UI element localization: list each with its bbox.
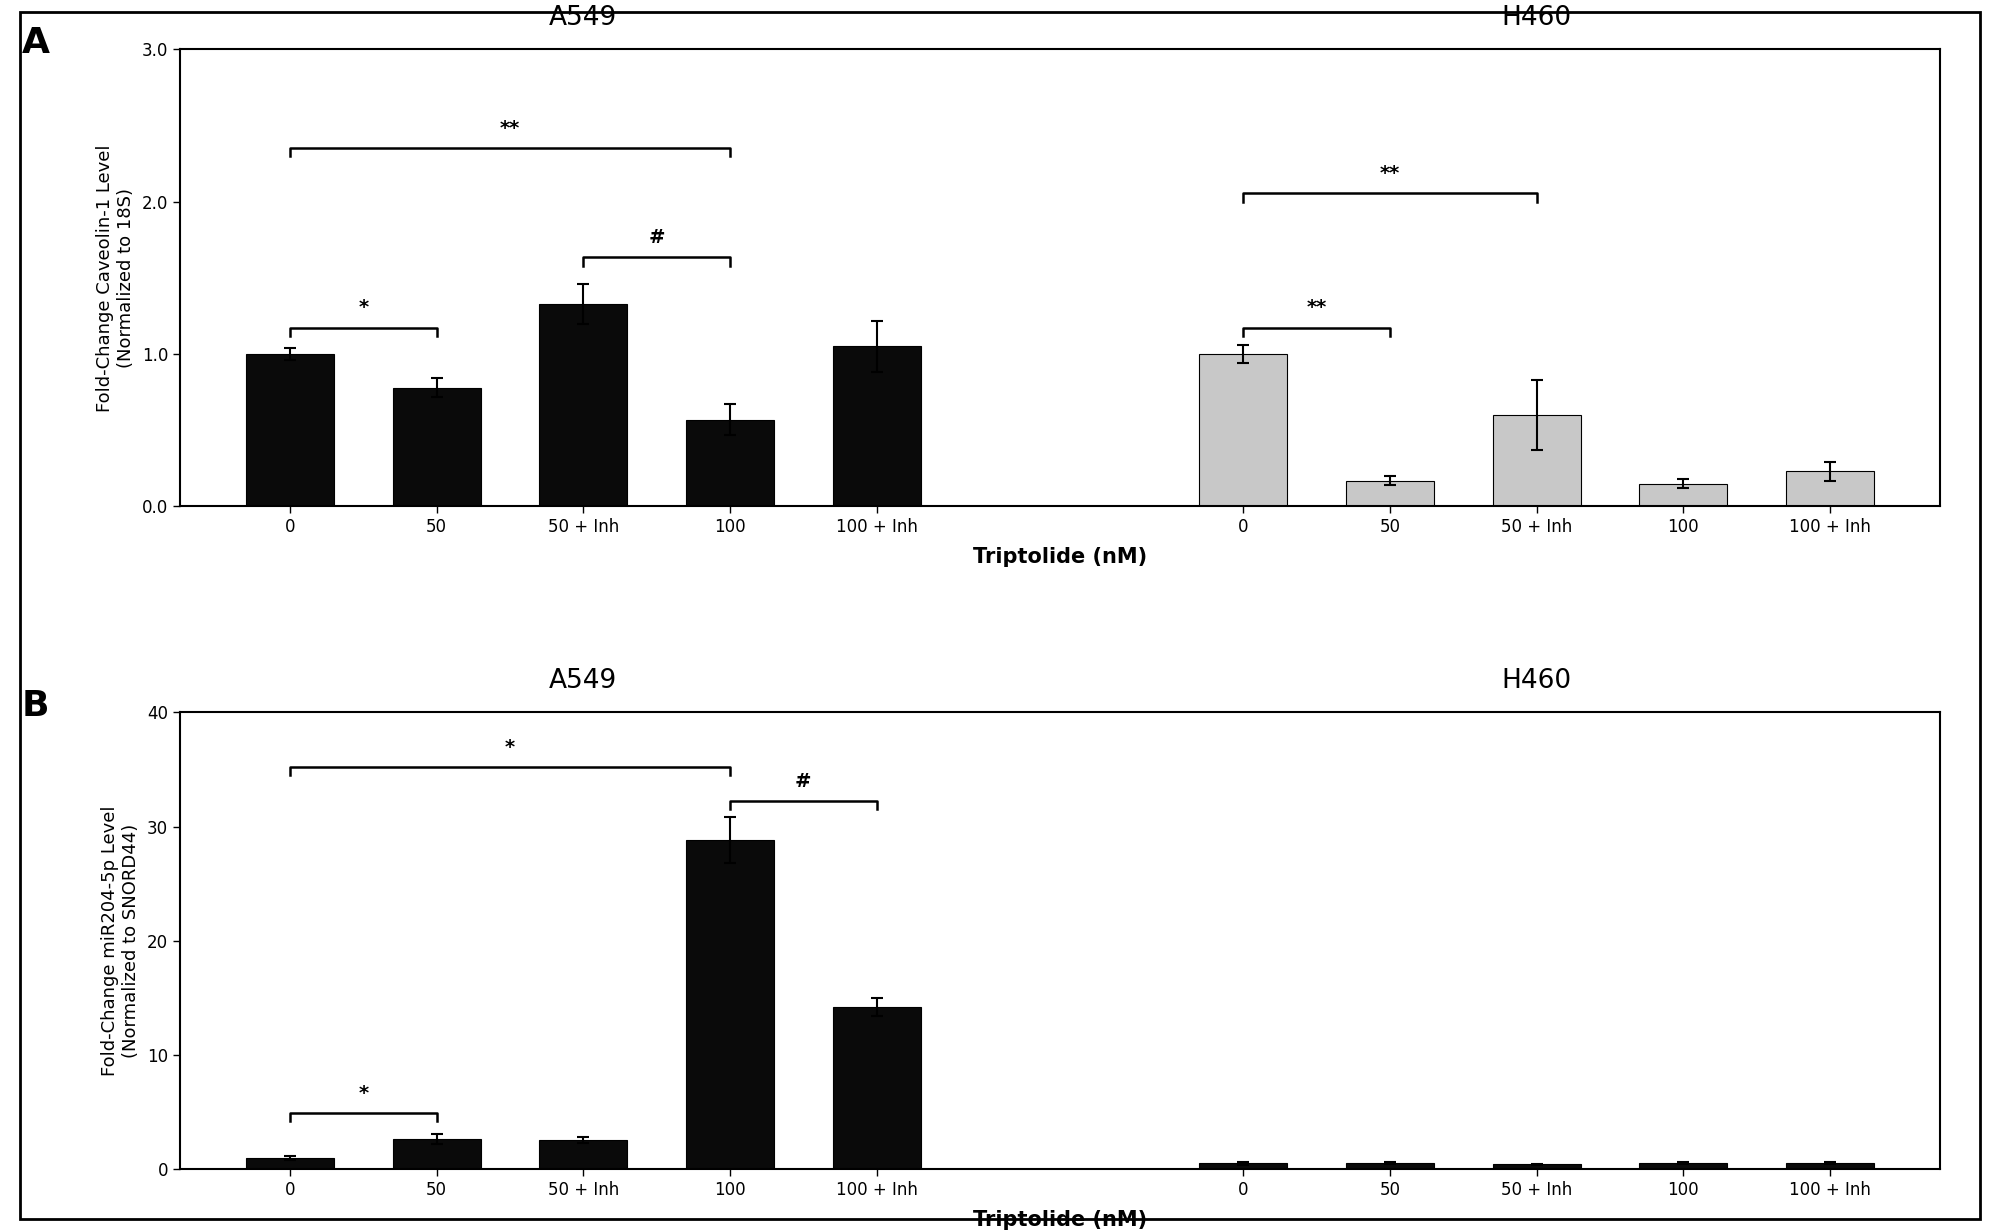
Text: A: A [22,26,50,60]
Bar [1492,415,1580,506]
Text: *: * [358,1085,368,1103]
Bar [540,304,628,506]
Text: H460: H460 [1502,5,1572,31]
Bar [1640,1162,1728,1169]
Bar [1346,1163,1434,1169]
Text: **: ** [500,118,520,138]
Bar [392,388,480,506]
Text: A549: A549 [550,668,618,694]
Bar [1200,355,1288,506]
Text: **: ** [1380,165,1400,183]
Bar [686,841,774,1169]
Bar [1640,484,1728,506]
Bar [1492,1165,1580,1169]
Bar [686,420,774,506]
X-axis label: Triptolide (nM): Triptolide (nM) [972,548,1148,567]
X-axis label: Triptolide (nM): Triptolide (nM) [972,1210,1148,1230]
Text: *: * [504,737,516,757]
Bar [392,1139,480,1169]
Text: *: * [358,298,368,318]
Text: **: ** [1306,298,1326,318]
Bar [246,355,334,506]
Bar [1346,480,1434,506]
Bar [1786,1163,1874,1169]
Bar [1786,471,1874,506]
Text: A549: A549 [550,5,618,31]
Bar [1200,1163,1288,1169]
Text: #: # [796,772,812,792]
Bar [832,1007,920,1169]
Text: B: B [22,689,50,724]
Text: H460: H460 [1502,668,1572,694]
Bar [540,1140,628,1169]
Bar [832,346,920,506]
Y-axis label: Fold-Change Caveolin-1 Level
(Normalized to 18S): Fold-Change Caveolin-1 Level (Normalized… [96,144,134,411]
Y-axis label: Fold-Change miR204-5p Level
(Normalized to SNORD44): Fold-Change miR204-5p Level (Normalized … [102,805,140,1076]
Text: #: # [648,229,664,247]
Bar [246,1158,334,1169]
